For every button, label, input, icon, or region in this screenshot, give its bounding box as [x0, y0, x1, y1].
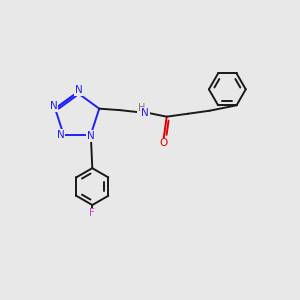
Text: F: F: [89, 208, 95, 218]
Text: N: N: [87, 131, 95, 141]
Text: H: H: [138, 103, 145, 113]
Text: O: O: [159, 138, 167, 148]
Text: N: N: [75, 85, 83, 95]
Text: N: N: [57, 130, 64, 140]
Text: N: N: [141, 108, 149, 118]
Text: N: N: [50, 101, 58, 111]
